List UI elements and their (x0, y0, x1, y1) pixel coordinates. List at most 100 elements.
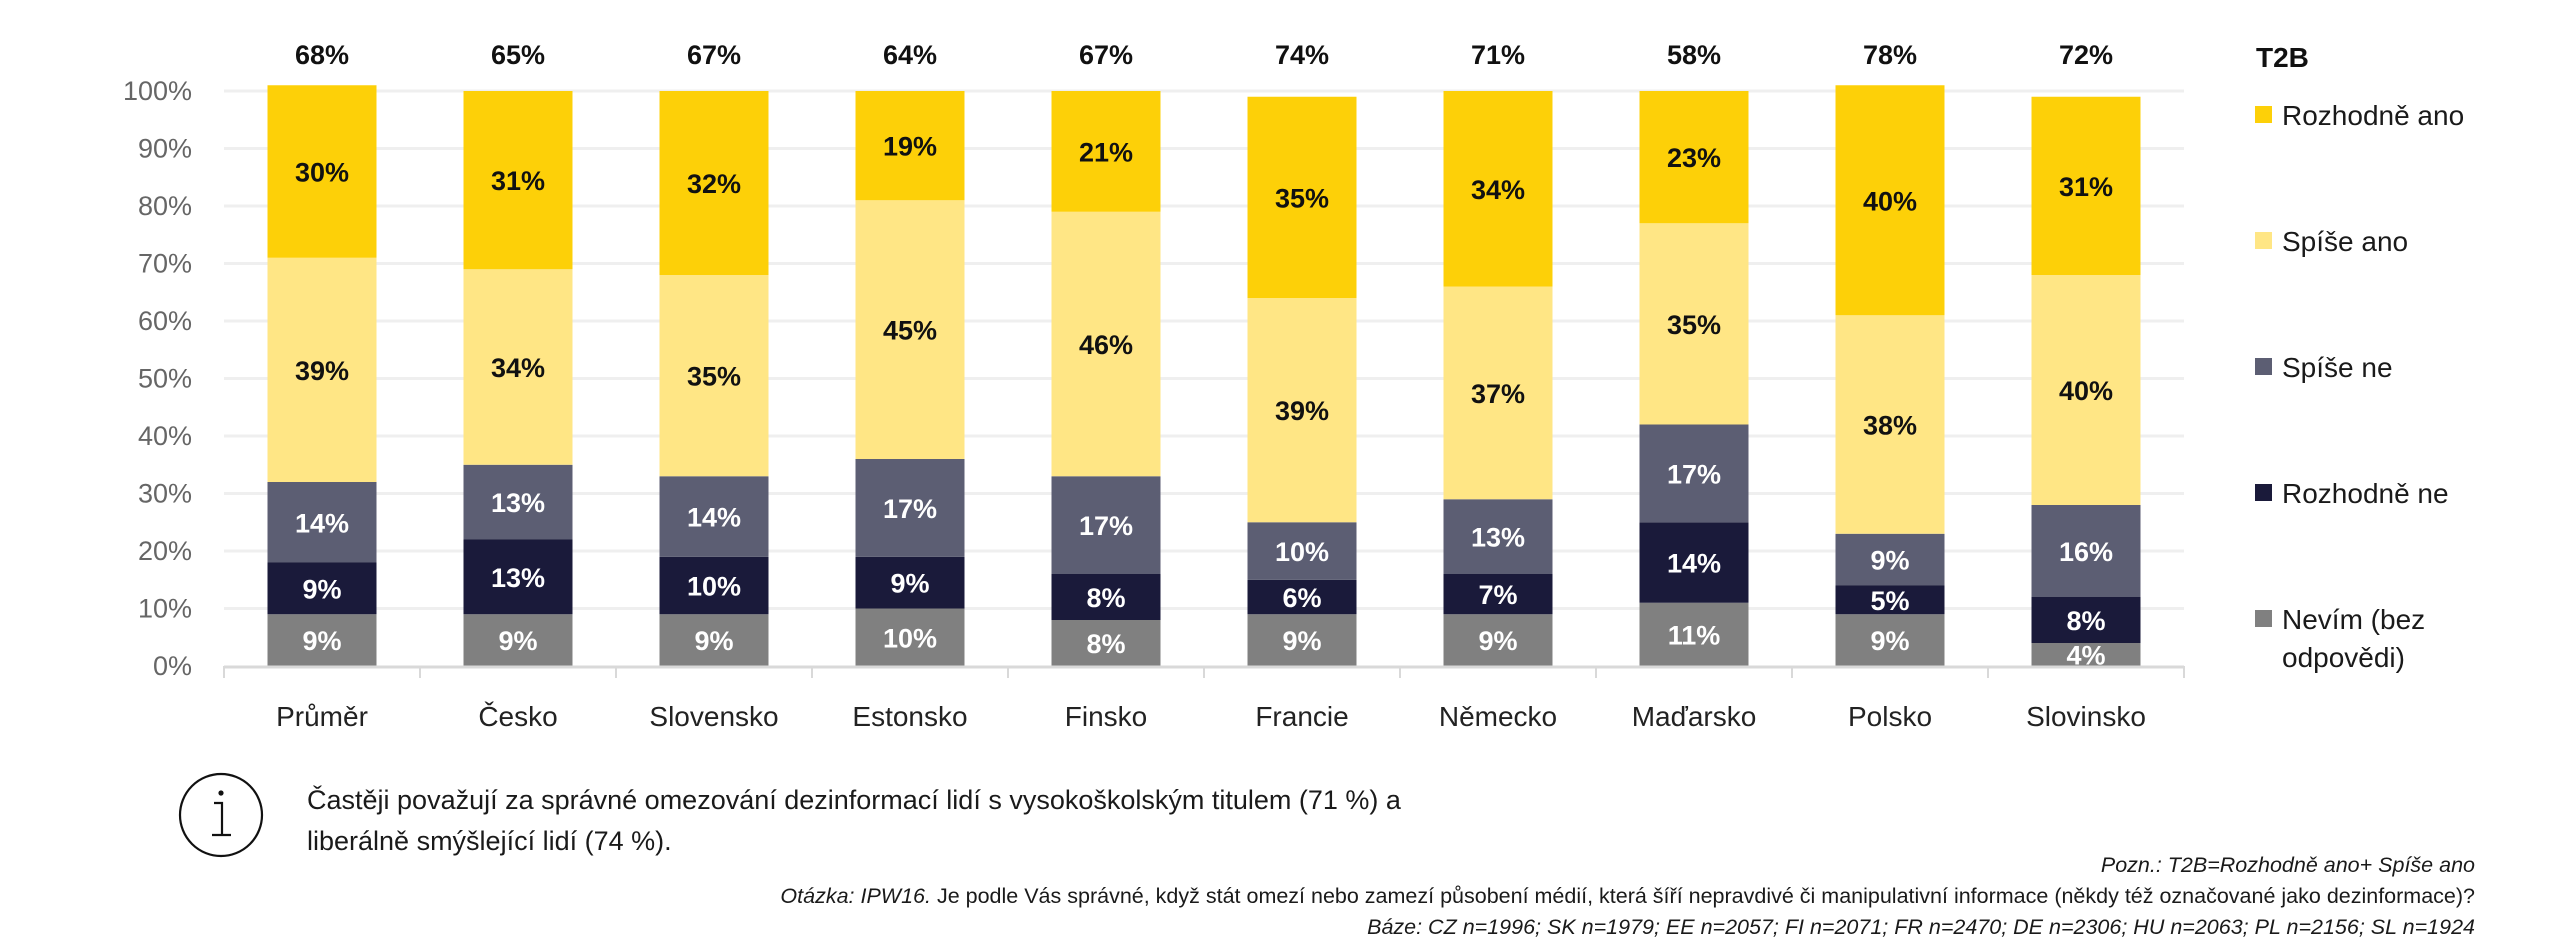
segment-value-label: 31% (2059, 172, 2113, 202)
segment-value-label: 11% (1668, 620, 1721, 650)
bar-segment (1247, 579, 1357, 615)
bar-segment (1835, 585, 1945, 615)
info-text: Častěji považují za správné omezování de… (307, 780, 1607, 862)
legend-label: Spíše ne (2282, 352, 2393, 383)
bar-segment (1247, 298, 1357, 523)
segment-value-label: 40% (1863, 186, 1917, 216)
total-label: 74% (1275, 40, 1329, 70)
segment-value-label: 35% (1275, 183, 1329, 213)
segment-value-label: 8% (1086, 583, 1125, 613)
segment-value-label: 9% (694, 626, 733, 656)
bar-segment (2031, 643, 2141, 666)
y-tick-label: 50% (138, 364, 192, 394)
segment-value-label: 7% (1478, 580, 1517, 610)
bar-segment (1639, 424, 1749, 523)
question-prefix: Otázka: IPW16. (780, 884, 931, 908)
legend-label: Nevím (bez (2282, 604, 2425, 635)
segment-value-label: 17% (1667, 459, 1721, 489)
segment-value-label: 32% (687, 169, 741, 199)
y-tick-label: 30% (138, 479, 192, 509)
segment-value-label: 13% (491, 563, 545, 593)
bar-segment (2031, 275, 2141, 505)
info-icon (178, 772, 264, 858)
bar-segment (1639, 91, 1749, 224)
segment-value-label: 39% (295, 356, 349, 386)
category-label: Slovinsko (2026, 701, 2146, 732)
legend-item: Spíše ne (2255, 352, 2393, 383)
bar-segment (1835, 85, 1945, 316)
legend: T2B Rozhodně ano Spíše ano Spíše ne Rozhodně… (2255, 42, 2464, 673)
category-label: Německo (1439, 701, 1557, 732)
bar-segment (855, 200, 965, 459)
category-label: Česko (478, 701, 557, 732)
bar-stack: 8% 8% 17% 46% 21% (1051, 91, 1161, 666)
bar-segment (1051, 211, 1161, 477)
y-tick-label: 10% (138, 594, 192, 624)
segment-value-label: 16% (2059, 537, 2113, 567)
legend-label: odpovědi) (2282, 642, 2405, 673)
segment-value-label: 10% (1275, 537, 1329, 567)
y-tick-label: 20% (138, 536, 192, 566)
segment-value-label: 9% (890, 569, 929, 599)
segment-value-label: 10% (883, 623, 937, 653)
segment-value-label: 10% (687, 572, 741, 602)
bar-stack: 9% 5% 9% 38% 40% (1835, 85, 1945, 666)
bar-segment (463, 269, 573, 465)
bar-segment (855, 556, 965, 609)
segment-value-label: 9% (498, 626, 537, 656)
x-axis: Průměr Česko Slovensko Estonsko Finsko Franci… (223, 665, 2185, 732)
total-label: 64% (883, 40, 937, 70)
bar-stack: 11% 14% 17% 35% 23% (1639, 91, 1749, 666)
segment-value-label: 38% (1863, 411, 1917, 441)
segment-value-label: 35% (1667, 310, 1721, 340)
bar-segment (1247, 522, 1357, 580)
legend-label: Rozhodně ne (2282, 478, 2449, 509)
bar-segment (1443, 574, 1553, 615)
bar-segment (855, 91, 965, 201)
segment-value-label: 9% (1282, 626, 1321, 656)
totals-row: 68% 65% 67% 64% 67% 74% 71% 58% 78% 72% (295, 40, 2113, 70)
category-label: Francie (1255, 701, 1348, 732)
legend-label: Rozhodně ano (2282, 100, 2464, 131)
bar-segment (1835, 614, 1945, 666)
segment-value-label: 6% (1282, 583, 1321, 613)
stacked-bar-chart: 0% 10% 20% 30% 40% 50% 60% 70% 80% 90% 100% 9% 9% 14… (123, 40, 2464, 732)
segment-value-label: 35% (687, 362, 741, 392)
segment-value-label: 31% (491, 166, 545, 196)
bar-segment (659, 476, 769, 557)
total-label: 58% (1667, 40, 1721, 70)
segment-value-label: 21% (1079, 137, 1133, 167)
segment-value-label: 14% (295, 508, 349, 538)
segment-value-label: 14% (687, 503, 741, 533)
bar-stack: 9% 13% 13% 34% 31% (463, 91, 573, 666)
category-label: Polsko (1848, 701, 1932, 732)
legend-item: Rozhodně ne (2255, 478, 2449, 509)
bar-segment (1051, 620, 1161, 666)
y-tick-label: 80% (138, 191, 192, 221)
category-label: Maďarsko (1632, 701, 1757, 732)
segment-value-label: 9% (302, 574, 341, 604)
bar-segment (1639, 223, 1749, 425)
bar-segment (1443, 614, 1553, 666)
category-label: Estonsko (852, 701, 967, 732)
segment-value-label: 46% (1079, 330, 1133, 360)
y-tick-label: 60% (138, 306, 192, 336)
segment-value-label: 45% (883, 316, 937, 346)
bar-segment (1051, 91, 1161, 212)
total-label: 67% (1079, 40, 1133, 70)
segment-value-label: 17% (1079, 511, 1133, 541)
total-label: 71% (1471, 40, 1525, 70)
y-axis: 0% 10% 20% 30% 40% 50% 60% 70% 80% 90% 100% (123, 76, 192, 681)
question-text: Je podle Vás správné, když stát omezí ne… (930, 884, 2475, 908)
segment-value-label: 13% (1471, 523, 1525, 553)
base-note: Báze: CZ n=1996; SK n=1979; EE n=2057; F… (1367, 915, 2475, 939)
bar-segment (855, 608, 965, 666)
info-callout: Častěji považují za správné omezování de… (178, 772, 1578, 862)
segment-value-label: 30% (295, 158, 349, 188)
legend-swatch (2255, 484, 2272, 501)
bar-segment (1443, 286, 1553, 500)
bar-stack: 4%8%16%40%31% (2031, 96, 2141, 671)
bar-segment (1443, 91, 1553, 287)
bar-segment (2031, 505, 2141, 597)
segment-value-label: 9% (1478, 626, 1517, 656)
